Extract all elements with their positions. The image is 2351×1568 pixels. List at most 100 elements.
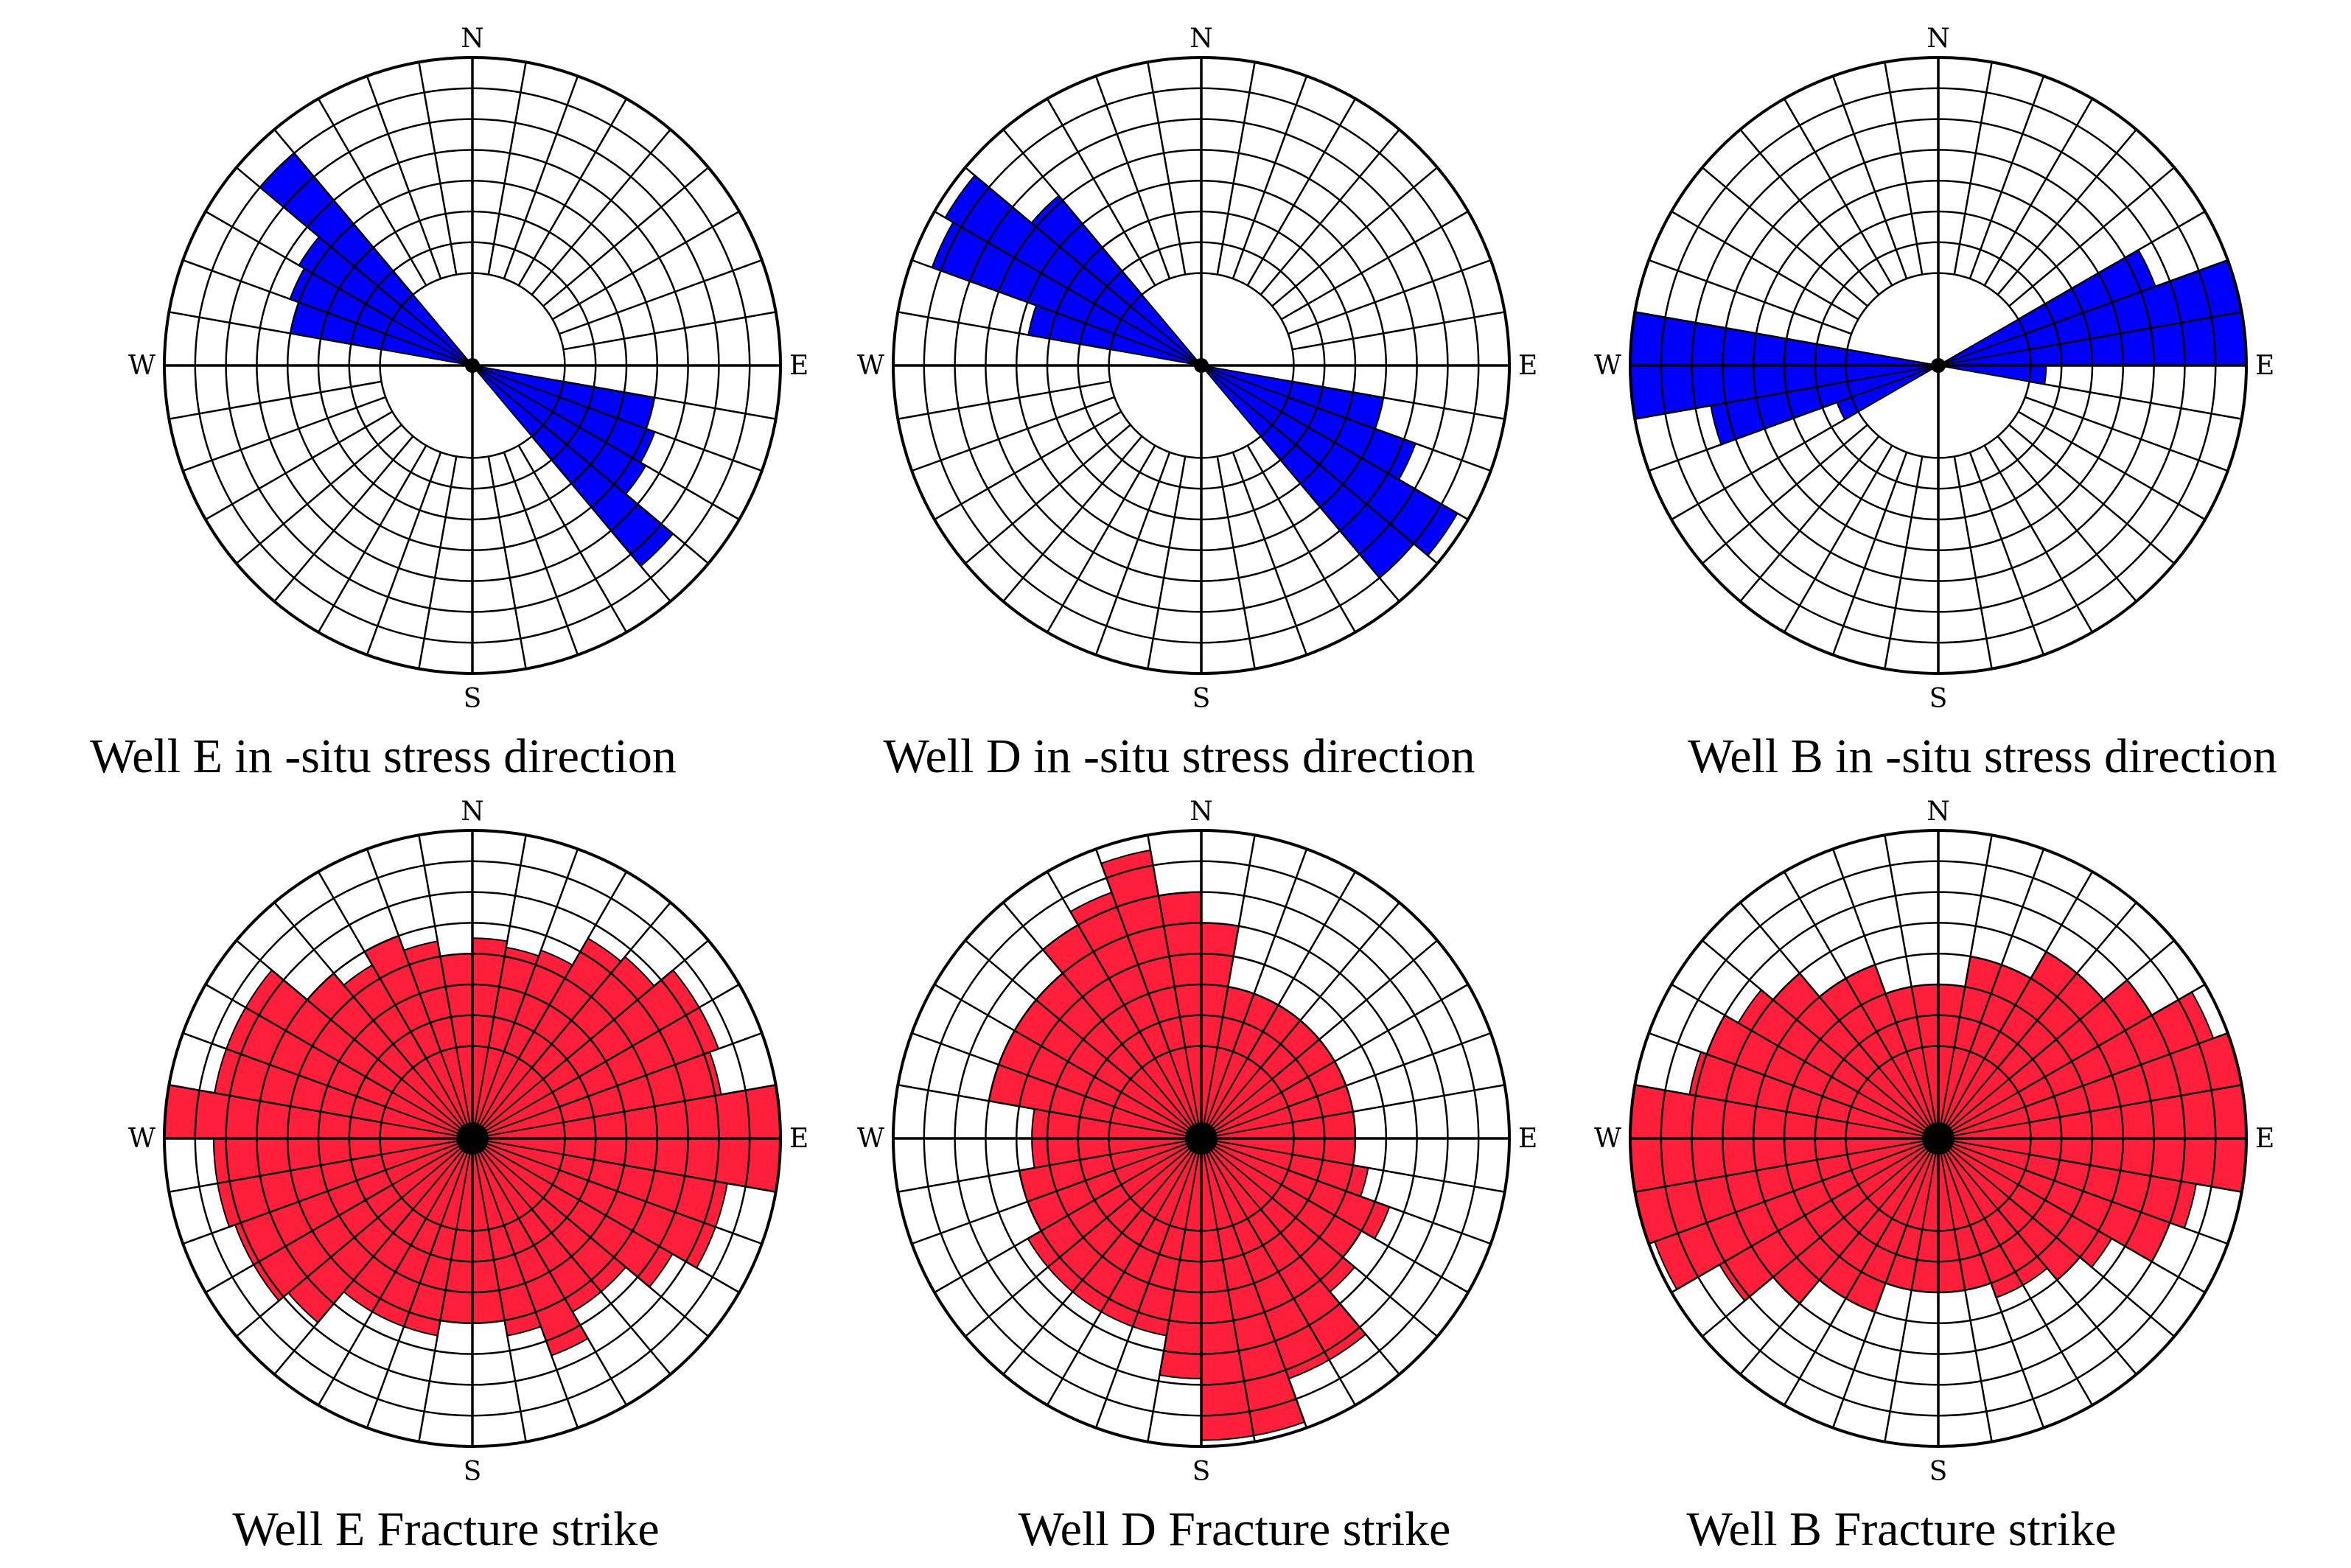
direction-label-west: W — [857, 1124, 884, 1154]
spoke-line — [1997, 128, 2137, 295]
spoke-line — [1292, 1084, 1505, 1124]
spoke-line — [1046, 871, 1156, 1060]
chart-caption: Well B Fracture strike — [1686, 1502, 2116, 1556]
center-dot — [1185, 1122, 1218, 1155]
spoke-line — [1997, 1208, 2137, 1376]
spoke-line — [2025, 396, 2229, 472]
spoke-line — [1260, 901, 1400, 1068]
spoke-line — [1953, 62, 1993, 275]
spoke-line — [911, 396, 1115, 472]
spoke-line — [2029, 1084, 2242, 1124]
direction-label-south: S — [1929, 684, 1948, 714]
spoke-line — [563, 311, 776, 351]
spoke-line — [898, 380, 1111, 420]
spoke-line — [1288, 259, 1492, 335]
rose-chart-6: N S E W Well B Fracture strike — [1594, 797, 2274, 1556]
spoke-line — [169, 311, 382, 351]
spoke-line — [2029, 380, 2242, 420]
direction-label-south: S — [464, 1457, 482, 1487]
spoke-line — [911, 1032, 1115, 1108]
spoke-line — [1094, 1225, 1171, 1429]
direction-label-east: E — [1518, 351, 1537, 381]
spoke-line — [182, 1032, 386, 1108]
center-dot — [1931, 358, 1946, 373]
direction-label-west: W — [1594, 351, 1621, 381]
direction-label-west: W — [1594, 1124, 1621, 1154]
spoke-line — [1739, 128, 1880, 295]
direction-label-north: N — [461, 24, 484, 54]
direction-label-south: S — [1929, 1457, 1948, 1487]
spoke-line — [273, 435, 414, 603]
spoke-line — [169, 1084, 382, 1124]
spoke-line — [182, 396, 386, 472]
spoke-line — [1232, 1225, 1308, 1429]
spoke-line — [1260, 1208, 1400, 1376]
spoke-line — [1783, 98, 1893, 287]
spoke-line — [418, 62, 458, 275]
spoke-line — [205, 1183, 394, 1294]
spoke-line — [559, 259, 763, 335]
spoke-line — [1969, 75, 2045, 279]
direction-label-north: N — [1190, 24, 1213, 54]
spoke-line — [1884, 456, 1924, 669]
spoke-line — [487, 456, 527, 669]
spoke-line — [1046, 98, 1156, 287]
spoke-line — [1292, 311, 1505, 351]
spoke-line — [1002, 435, 1143, 603]
spoke-line — [366, 75, 442, 279]
spoke-line — [1292, 380, 1505, 420]
spoke-line — [1635, 380, 1848, 420]
spoke-line — [1671, 1183, 1859, 1294]
spoke-line — [1648, 1169, 1852, 1245]
center-dot — [456, 1122, 489, 1155]
spoke-line — [1232, 75, 1308, 279]
spoke-line — [1216, 835, 1256, 1048]
spoke-line — [559, 1032, 763, 1108]
spoke-line — [1969, 1225, 2045, 1429]
spoke-line — [273, 1208, 414, 1376]
direction-label-south: S — [464, 684, 482, 714]
spoke-line — [1739, 435, 1880, 603]
direction-label-east: E — [2255, 1124, 2274, 1154]
spoke-line — [531, 1208, 671, 1376]
spoke-line — [898, 311, 1111, 351]
spoke-line — [503, 848, 579, 1052]
chart-caption: Well B in -situ stress direction — [1688, 729, 2277, 783]
spoke-line — [1671, 210, 1859, 321]
spoke-line — [1094, 75, 1171, 279]
spoke-line — [205, 983, 394, 1093]
spoke-line — [1094, 452, 1171, 656]
spoke-line — [1953, 1229, 1993, 1442]
spoke-line — [2025, 1169, 2229, 1245]
spoke-line — [1831, 75, 1908, 279]
spoke-line — [366, 1225, 442, 1429]
direction-label-north: N — [1926, 24, 1950, 54]
spoke-line — [1953, 835, 1993, 1048]
spoke-line — [1094, 848, 1171, 1052]
spoke-line — [1739, 1208, 1880, 1376]
spoke-line — [1046, 1217, 1156, 1406]
spoke-line — [2017, 410, 2206, 521]
spoke-line — [1701, 1197, 1868, 1337]
spoke-line — [551, 210, 740, 321]
chart-caption: Well D Fracture strike — [1019, 1502, 1451, 1556]
spoke-line — [1216, 1229, 1256, 1442]
spoke-line — [487, 62, 527, 275]
chart-caption: Well E in -situ stress direction — [90, 729, 677, 783]
spoke-line — [531, 128, 671, 295]
spoke-line — [1983, 444, 2094, 633]
direction-label-south: S — [1192, 684, 1211, 714]
rose-chart-5: N S E W Well D Fracture strike — [857, 797, 1537, 1556]
spoke-line — [1831, 452, 1908, 656]
spoke-line — [1246, 444, 1357, 633]
spoke-line — [366, 848, 442, 1052]
spoke-line — [517, 98, 628, 287]
spoke-line — [366, 452, 442, 656]
spoke-line — [273, 901, 414, 1068]
spoke-line — [503, 452, 579, 656]
spoke-line — [1288, 1032, 1492, 1108]
spoke-line — [563, 1153, 776, 1193]
spoke-line — [1969, 848, 2045, 1052]
spoke-line — [1246, 871, 1357, 1060]
